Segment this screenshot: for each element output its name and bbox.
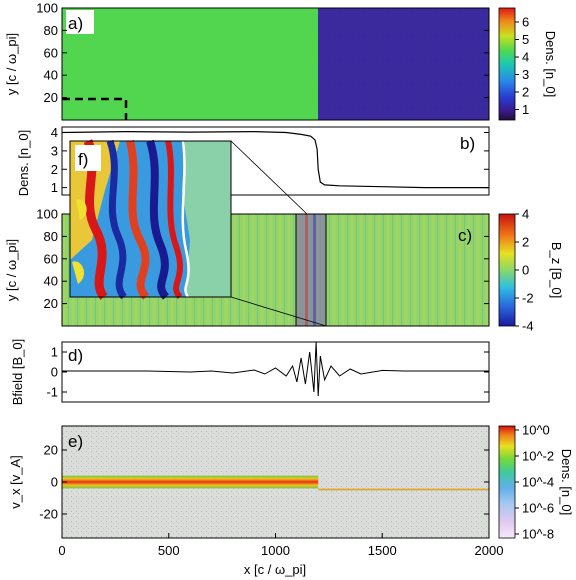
panel-c-shock-stripe-red <box>305 214 308 326</box>
colorbar-bz-tick-label: 2 <box>522 235 529 250</box>
colorbar-bz-tick-label: 0 <box>522 263 529 278</box>
colorbar-bz-tick-label: -2 <box>522 291 534 306</box>
panel-a-ytick-label: 80 <box>44 23 58 38</box>
inset-f-wave-red-3 <box>165 140 183 300</box>
colorbar-bz-label: B_z [B_0] <box>549 242 564 298</box>
inset-f-wave-red-2 <box>126 140 150 300</box>
panel-label-f: f) <box>78 150 88 169</box>
panel-label-d: d) <box>68 346 83 365</box>
colorbar-log-density-ticks: 10^0 10^-2 10^-4 10^-6 10^-8 <box>515 423 554 542</box>
colorbar-density-tick-label: 6 <box>522 15 529 30</box>
panel-a-yticks: 20 40 60 80 100 <box>36 1 489 105</box>
panel-e-xtick-label: 1000 <box>261 543 290 558</box>
panel-d-frame <box>61 341 490 403</box>
panel-c-ytick-label: 60 <box>44 251 58 266</box>
panel-c-ytick-label: 20 <box>44 296 58 311</box>
panel-b-ylabel: Dens. [n_0] <box>16 130 31 197</box>
colorbar-density-ticks: 1 2 3 4 5 6 <box>515 15 529 117</box>
inset-f-blob-yellow-2 <box>72 261 85 284</box>
panel-e-yticks: -20 0 20 <box>39 443 489 522</box>
panel-b-yticks: 1 2 3 4 <box>51 125 489 195</box>
panel-d-ylabel: Bfield [B_0] <box>10 339 25 406</box>
panel-label-e: e) <box>68 432 83 451</box>
colorbar-log-density <box>498 425 516 539</box>
panel-e-ytick-label: 0 <box>51 475 58 490</box>
colorbar-bz-ticks: -4 -2 0 2 4 <box>515 207 534 334</box>
colorbar-log-density-tick-label: 10^-8 <box>522 527 554 542</box>
panel-c-frame <box>61 213 490 327</box>
panel-label-bg <box>66 10 94 34</box>
colorbar-density-tick-label: 1 <box>522 102 529 117</box>
panel-e-xtick-label: 1500 <box>368 543 397 558</box>
panel-a-ylabel: y [c / ω_pi] <box>4 33 19 95</box>
panel-c-shock-band <box>296 214 326 326</box>
panel-c-yticks: 20 40 60 80 100 <box>36 207 489 311</box>
colorbar-density-tick-label: 3 <box>522 67 529 82</box>
panel-c-ylabel: y [c / ω_pi] <box>4 239 19 301</box>
colorbar-log-density-tick-label: 10^0 <box>522 423 550 438</box>
panel-e-xtick-label: 2000 <box>475 543 504 558</box>
density-profile-line <box>61 130 489 189</box>
inset-f: f) <box>69 139 232 300</box>
panel-c-ytick-label: 100 <box>36 207 58 222</box>
colorbar-log-density-label: Dens. [n_0] <box>559 449 574 516</box>
panel-d-ytick-label: -1 <box>46 385 58 400</box>
colorbar-bz-tick-label: 4 <box>522 207 529 222</box>
inset-f-green-patch <box>182 141 231 297</box>
inset-f-wave-blue-1 <box>106 139 127 300</box>
panel-b-ytick-label: 2 <box>51 162 58 177</box>
colorbar-density-label: Dens. [n_0] <box>543 31 558 98</box>
colorbar-density <box>498 7 516 121</box>
panel-d: -1 0 1 d) Bfield [B_0] <box>10 339 490 406</box>
inset-label-bg <box>75 145 101 171</box>
bfield-profile-line <box>62 342 489 397</box>
colorbar-density-tick-label: 5 <box>522 32 529 47</box>
panel-e-xtick-label: 500 <box>158 543 180 558</box>
dashed-region-box <box>62 97 128 120</box>
downstream-beam <box>318 488 489 491</box>
panel-c-ytick-label: 80 <box>44 229 58 244</box>
panel-b-ytick-label: 3 <box>51 143 58 158</box>
panel-b-ytick-label: 1 <box>51 180 58 195</box>
inset-f-blob-yellow-1 <box>76 199 87 220</box>
inset-f-frame <box>69 140 232 298</box>
inset-f-wave-blue-2 <box>146 139 170 300</box>
panel-a-ytick-label: 20 <box>44 90 58 105</box>
inset-f-wave-white <box>181 140 190 298</box>
colorbar-bz-tick-label: -4 <box>522 319 534 334</box>
panel-a-downstream-noise <box>318 8 489 120</box>
panel-d-yticks: -1 0 1 <box>46 345 489 400</box>
panel-a-frame <box>61 7 490 121</box>
colorbar-log-density-tick-label: 10^-2 <box>522 449 554 464</box>
colorbar-log-density-tick-label: 10^-4 <box>522 475 554 490</box>
panel-b-ytick-label: 4 <box>51 125 58 140</box>
panel-e: -20 0 20 0 500 1000 1500 2000 e) v_x [v_A] x [… <box>8 423 574 578</box>
panel-a-upstream-region <box>62 8 318 120</box>
panel-e-ytick-label: 20 <box>44 443 58 458</box>
colorbar-density-tick-label: 4 <box>522 50 529 65</box>
panel-label-b: b) <box>460 134 475 153</box>
panel-label-a: a) <box>68 14 83 33</box>
colorbar-log-density-tick-label: 10^-6 <box>522 501 554 516</box>
zoom-line-top <box>230 140 308 215</box>
colorbar-density-tick-label: 2 <box>522 85 529 100</box>
panel-e-ylabel: v_x [v_A] <box>8 455 23 508</box>
zoom-line-bottom <box>230 296 327 327</box>
upstream-beam <box>62 475 319 489</box>
panel-e-xticks: 0 500 1000 1500 2000 <box>58 533 503 558</box>
panel-label-c: c) <box>458 226 472 245</box>
panel-a-ytick-label: 60 <box>44 45 58 60</box>
panel-a: a) 20 40 60 80 100 y [c / ω_pi] 1 2 3 4 5 6 Dens.… <box>4 1 558 121</box>
panel-a-ytick-label: 100 <box>36 1 58 16</box>
panel-d-ytick-label: 0 <box>51 365 58 380</box>
panel-c-ytick-label: 40 <box>44 274 58 289</box>
panel-e-xlabel: x [c / ω_pi] <box>244 562 306 577</box>
colorbar-bz <box>498 213 516 327</box>
panel-c-shock-stripe-blue <box>313 214 316 326</box>
panel-e-xtick-label: 0 <box>58 543 65 558</box>
panel-e-ytick-label: -20 <box>39 507 58 522</box>
panel-d-ytick-label: 1 <box>51 345 58 360</box>
panel-a-ytick-label: 40 <box>44 68 58 83</box>
